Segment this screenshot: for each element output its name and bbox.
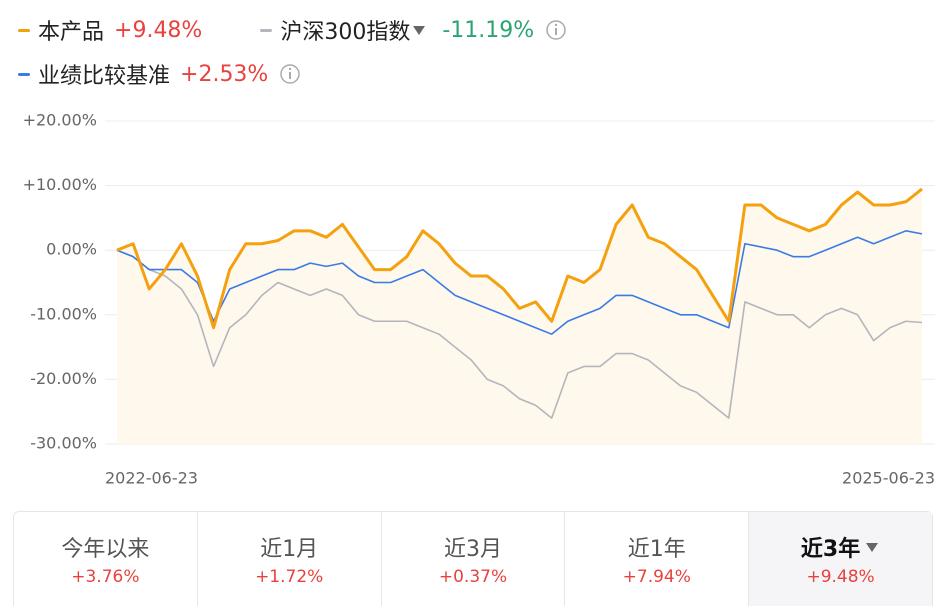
legend-change: -11.19% (442, 17, 535, 43)
legend-row: 业绩比较基准 +2.53% (18, 58, 302, 90)
y-tick-label: 0.00% (46, 240, 97, 259)
period-tab[interactable]: 近1月 +1.72% (198, 512, 382, 606)
y-tick-label: +20.00% (23, 111, 97, 130)
tab-change: +9.48% (806, 567, 875, 587)
info-icon[interactable] (534, 18, 568, 42)
period-tab[interactable]: 近3年 +9.48% (749, 512, 932, 606)
y-tick-label: -10.00% (30, 304, 97, 323)
x-tick-label: 2025-06-23 (842, 469, 935, 488)
legend-change: +2.53% (180, 61, 269, 87)
y-tick-label: -20.00% (30, 369, 97, 388)
legend-label: 本产品 (38, 20, 105, 45)
chart: +20.00% +10.00% 0.00% -10.00% -20.00% -30.00%… (23, 111, 935, 488)
period-tabs: 今年以来 +3.76% 近1月 +1.72% 近3月 +0.37% 近1年 +7.94% 近3年… (13, 511, 933, 606)
period-tab[interactable]: 今年以来 +3.76% (14, 512, 198, 606)
legend-label[interactable]: 沪深300指数 (280, 20, 411, 45)
dropdown-icon (866, 543, 879, 552)
series-line (116, 249, 923, 419)
tab-change: +3.76% (71, 567, 140, 587)
info-icon[interactable] (268, 62, 302, 86)
legend-label: 业绩比较基准 (38, 64, 171, 89)
period-tab[interactable]: 近3月 +0.37% (382, 512, 566, 606)
tab-change: +0.37% (438, 567, 508, 587)
legend-row: 本产品 +9.48% 沪深300指数 -11.19% (18, 14, 568, 46)
x-tick-label: 2022-06-23 (105, 469, 198, 488)
legend-change: +9.48% (114, 17, 203, 43)
series-line (116, 187, 923, 330)
tab-label: 今年以来 (61, 537, 150, 562)
y-tick-label: -30.00% (30, 434, 97, 453)
tab-label: 近3月 (443, 537, 502, 562)
series-line (116, 230, 923, 335)
period-tab[interactable]: 近1年 +7.94% (565, 512, 750, 606)
y-tick-label: +10.00% (23, 175, 97, 194)
tab-change: +1.72% (255, 567, 324, 587)
area (117, 188, 922, 444)
tab-change: +7.94% (622, 567, 691, 587)
tab-label: 近3年 (800, 537, 861, 562)
legend-swatch (18, 28, 30, 32)
tab-label: 近1月 (260, 537, 319, 562)
legend-swatch (260, 28, 273, 32)
dropdown-icon[interactable] (410, 23, 428, 37)
legend-swatch (18, 72, 30, 76)
tab-label: 近1年 (627, 537, 686, 562)
